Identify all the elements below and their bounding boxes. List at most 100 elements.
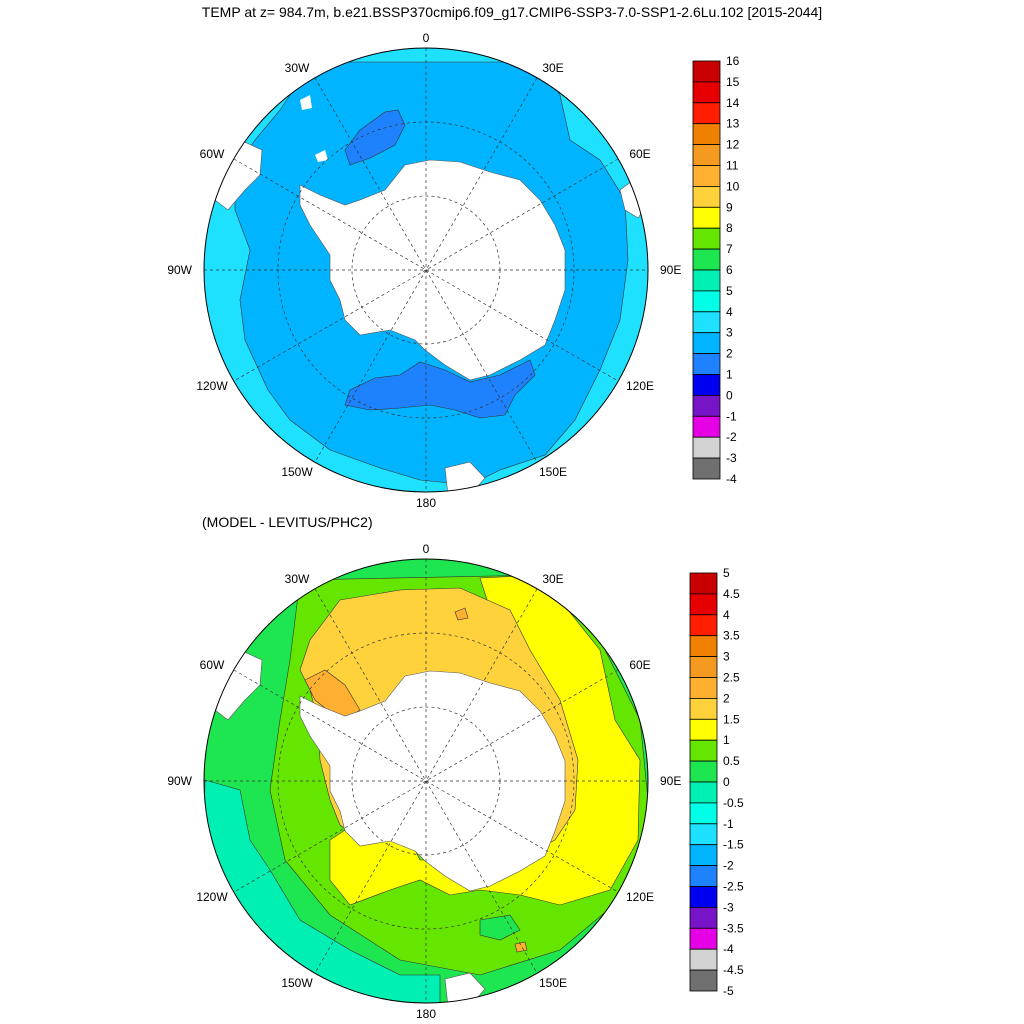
bottom-label-150w: 150W — [281, 976, 313, 990]
colorbar-top-swatch — [692, 374, 721, 396]
colorbar-top-tick-label: -2 — [726, 430, 737, 444]
colorbar-top-tick-label: 9 — [726, 200, 733, 214]
colorbar-bottom-tick-label: -2.5 — [723, 880, 744, 894]
colorbar-top-tick-label: 4 — [726, 305, 733, 319]
colorbar-bottom-tick-label: 4.5 — [723, 587, 740, 601]
top-map-border — [203, 47, 649, 493]
colorbar-top-tick-label: -3 — [726, 451, 737, 465]
colorbar-bottom-tick-label: 3 — [723, 650, 730, 664]
colorbar-bottom-swatch — [689, 927, 718, 950]
colorbar-top-swatch — [692, 81, 721, 104]
colorbar-bottom-swatch — [689, 593, 718, 616]
colorbar-bottom-swatch — [689, 948, 718, 971]
colorbar-bottom-tick-label: 4 — [723, 608, 730, 622]
colorbar-bottom-tick-label: 2 — [723, 691, 730, 705]
colorbar-top-swatch — [692, 269, 721, 292]
top-label-180: 180 — [416, 496, 436, 510]
top-label-60e: 60E — [629, 147, 650, 161]
bottom-label-150e: 150E — [539, 976, 567, 990]
colorbar-top-tick-label: -1 — [726, 409, 737, 423]
top-label-60w: 60W — [200, 147, 225, 161]
bottom-map-border — [203, 558, 649, 1004]
bottom-label-120e: 120E — [626, 890, 654, 904]
colorbar-top-swatch — [692, 248, 721, 271]
bottom-label-90w: 90W — [167, 774, 192, 788]
colorbar-bottom-swatch — [689, 907, 718, 929]
colorbar-bottom-tick-label: 2.5 — [723, 671, 740, 685]
colorbar-bottom-swatch — [689, 760, 718, 783]
top-ross-patch — [344, 359, 536, 419]
colorbar-top-swatch — [692, 436, 721, 459]
colorbar-top-tick-label: 10 — [726, 179, 740, 193]
colorbar-bottom-tick-label: -5 — [723, 984, 734, 998]
colorbar-top-tick-label: 12 — [726, 138, 740, 152]
colorbar-bottom-swatch — [689, 781, 718, 804]
bottom-label-60e: 60E — [629, 658, 650, 672]
colorbar-bottom-tick-label: 1 — [723, 733, 730, 747]
colorbar-top-swatch — [692, 311, 721, 334]
colorbar-top-swatch — [692, 415, 721, 438]
colorbar-top-tick-label: 7 — [726, 242, 733, 256]
colorbar-bottom-tick-label: -0.5 — [723, 796, 744, 810]
colorbar-bottom-tick-label: 1.5 — [723, 712, 740, 726]
colorbar-bottom-tick-label: -4.5 — [723, 963, 744, 977]
colorbar-bottom-swatch — [689, 677, 718, 699]
colorbar-bottom-swatch — [689, 698, 718, 720]
top-label-90w: 90W — [167, 263, 192, 277]
colorbar-bottom-swatch — [689, 656, 718, 678]
colorbar-bottom-tick-label: 3.5 — [723, 629, 740, 643]
colorbar-bottom-tick-label: 5 — [723, 566, 730, 580]
bottom-label-180: 180 — [416, 1007, 436, 1021]
colorbar-top-swatch — [692, 60, 721, 83]
top-label-150w: 150W — [281, 465, 313, 479]
colorbar-top-tick-label: 0 — [726, 388, 733, 402]
top-label-0: 0 — [423, 31, 430, 45]
colorbar-bottom-swatch — [689, 614, 718, 637]
top-label-30e: 30E — [542, 61, 563, 75]
colorbar-top-tick-label: 6 — [726, 263, 733, 277]
colorbar-top-tick-label: 16 — [726, 54, 740, 68]
colorbar-top-tick-label: 11 — [726, 159, 739, 173]
colorbar-top-swatch — [692, 206, 721, 229]
colorbar-top-tick-label: 1 — [726, 368, 733, 382]
colorbar-top-tick-label: 13 — [726, 117, 740, 131]
colorbar-bottom-swatch — [689, 718, 718, 741]
colorbar-top-swatch — [692, 227, 721, 250]
bottom-green-patch — [479, 914, 521, 941]
bottom-map: 0 180 90W 90E 30W 30E 60W 60E 120W 120E … — [167, 542, 681, 1021]
bottom-label-60w: 60W — [200, 658, 225, 672]
page-title: TEMP at z= 984.7m, b.e21.BSSP370cmip6.f0… — [201, 4, 823, 20]
bottom-graticule — [204, 559, 648, 1003]
top-label-120w: 120W — [196, 379, 228, 393]
top-island — [300, 95, 312, 110]
top-label-30w: 30W — [285, 61, 310, 75]
bottom-label-120w: 120W — [196, 890, 228, 904]
colorbar-top-tick-label: 2 — [726, 347, 733, 361]
colorbar-top-swatch — [692, 102, 721, 125]
colorbar-bottom-swatch — [689, 802, 718, 825]
colorbar-bottom-swatch — [689, 969, 718, 992]
colorbar-bottom-swatch — [689, 823, 718, 846]
colorbar-bottom-tick-label: -2 — [723, 859, 734, 873]
top-label-120e: 120E — [626, 379, 654, 393]
colorbar-top-tick-label: 15 — [726, 75, 740, 89]
colorbar-bottom-swatch — [689, 844, 718, 867]
colorbar-bottom-tick-label: -1 — [723, 817, 734, 831]
colorbar-top-swatch — [692, 353, 721, 375]
colorbar-bottom-tick-label: -3 — [723, 900, 734, 914]
colorbar-bottom-tick-label: -1.5 — [723, 838, 744, 852]
top-graticule — [204, 48, 648, 492]
colorbar-top-swatch — [692, 123, 721, 145]
bottom-label-90e: 90E — [660, 774, 681, 788]
colorbar-top-swatch — [692, 332, 721, 355]
colorbar-top-swatch — [692, 144, 721, 166]
bottom-small-orange — [454, 607, 469, 621]
colorbar-bottom-swatch — [689, 865, 718, 887]
colorbar-bottom-tick-label: 0 — [723, 775, 730, 789]
colorbar-bottom-swatch — [689, 886, 718, 908]
colorbar-top-tick-label: 3 — [726, 326, 733, 340]
colorbar-top-swatch — [692, 457, 721, 480]
colorbar-bottom-tick-label: -3.5 — [723, 921, 744, 935]
top-island2 — [315, 150, 328, 162]
